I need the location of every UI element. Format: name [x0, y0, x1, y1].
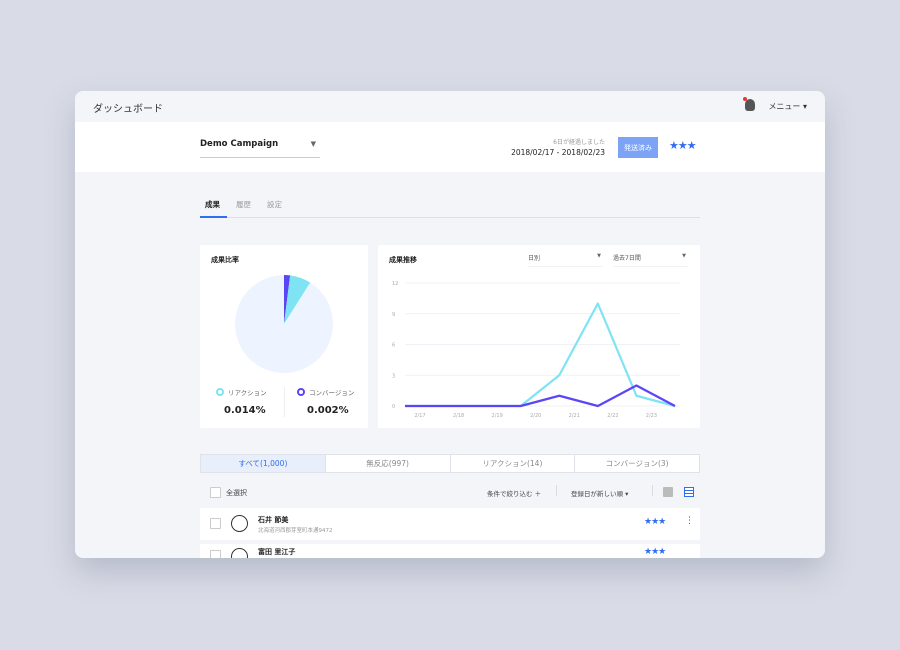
pie-slice-0	[284, 275, 291, 324]
menu-dropdown[interactable]: メニュー ▾	[768, 102, 807, 111]
y-tick-label: 9	[392, 312, 395, 318]
rating-stars: ★★★	[644, 517, 666, 527]
reaction-value: 0.014%	[224, 405, 266, 416]
select-all-checkbox[interactable]	[210, 487, 221, 498]
pie-slice-2	[235, 275, 333, 373]
notification-bell-icon[interactable]	[743, 97, 755, 111]
campaign-band: Demo Campaign ▼ 6日が経過しました 2018/02/17 - 20…	[75, 122, 825, 172]
interval-select[interactable]: 日別 ▼	[528, 253, 603, 267]
card-view-icon[interactable]	[663, 487, 673, 497]
filter-tab-no-response[interactable]: 無反応(997)	[326, 455, 451, 472]
divider	[652, 485, 653, 496]
status-button[interactable]: 発送済み	[618, 137, 658, 158]
y-tick-label: 12	[392, 281, 398, 287]
app-window: ダッシュボード メニュー ▾ Demo Campaign ▼ 6日が経過しました …	[75, 91, 825, 558]
x-tick-label: 2/18	[453, 413, 464, 419]
y-tick-label: 0	[392, 404, 395, 410]
pie-chart	[235, 275, 333, 373]
list-item[interactable]: 石井 節美 北海道河西郡芽室町本通9472 ★★★ ⋮	[200, 508, 700, 540]
y-tick-label: 6	[392, 343, 395, 349]
tab-settings[interactable]: 設定	[267, 200, 282, 209]
series-line-1	[405, 384, 676, 408]
x-tick-label: 2/23	[646, 413, 657, 419]
ratio-card: 成果比率 リアクション 0.014% コンバージョン 0.002%	[200, 245, 368, 428]
x-tick-label: 2/19	[492, 413, 503, 419]
y-tick-label: 3	[392, 373, 395, 379]
x-tick-label: 2/21	[569, 413, 580, 419]
x-tick-label: 2/22	[607, 413, 618, 419]
card-title: 成果比率	[211, 256, 239, 264]
rating-stars: ★★★	[644, 547, 666, 557]
page-title: ダッシュボード	[93, 104, 163, 115]
rating-stars: ★★★	[669, 139, 697, 152]
row-checkbox[interactable]	[210, 518, 221, 529]
avatar	[231, 515, 248, 532]
filter-tabs: すべて(1,000) 無反応(997) リアクション(14) コンバージョン(3…	[200, 454, 700, 473]
row-checkbox[interactable]	[210, 550, 221, 558]
chevron-down-icon: ▼	[682, 253, 686, 259]
avatar	[231, 548, 248, 558]
tab-results[interactable]: 成果	[205, 200, 220, 209]
legend-reaction: リアクション	[216, 387, 267, 397]
tab-history[interactable]: 履歴	[236, 200, 251, 209]
select-all-label: 全選択	[226, 489, 247, 497]
filter-button[interactable]: 条件で絞り込む ＋	[487, 490, 542, 498]
trend-card: 成果推移 日別 ▼ 過去7日間 ▼ 0 3 6 9 12 2/17 2/18 2/19 2/20 2/…	[378, 245, 700, 428]
filter-tab-reaction[interactable]: リアクション(14)	[451, 455, 576, 472]
x-tick-label: 2/20	[530, 413, 541, 419]
line-chart: 0 3 6 9 12 2/17 2/18 2/19 2/20 2/21 2/22 2/23	[392, 281, 680, 419]
filter-tab-all[interactable]: すべて(1,000)	[201, 455, 326, 472]
elapsed-text: 6日が経過しました	[553, 139, 605, 146]
more-options-icon[interactable]: ⋮	[685, 516, 694, 526]
legend-divider	[284, 387, 285, 417]
pie-slice-1	[284, 275, 311, 324]
period-select[interactable]: 過去7日間 ▼	[613, 253, 688, 267]
x-tick-label: 2/17	[414, 413, 425, 419]
divider	[556, 485, 557, 496]
contact-address: 北海道河西郡芽室町本通9472	[258, 528, 333, 534]
sort-select[interactable]: 登録日が新しい順 ▾	[571, 490, 629, 498]
date-range: 2018/02/17 - 2018/02/23	[511, 148, 605, 157]
list-item[interactable]: 富田 里江子 ★★★	[200, 544, 700, 558]
legend-conversion: コンバージョン	[297, 387, 354, 397]
contact-name: 石井 節美	[258, 516, 289, 524]
campaign-select[interactable]: Demo Campaign ▼	[200, 139, 320, 158]
conversion-value: 0.002%	[307, 405, 349, 416]
filter-tab-conversion[interactable]: コンバージョン(3)	[605, 459, 669, 468]
tab-divider	[200, 217, 700, 218]
reaction-circle-icon	[216, 388, 224, 396]
conversion-circle-icon	[297, 388, 305, 396]
contact-name: 富田 里江子	[258, 548, 296, 556]
series-line-0	[405, 302, 676, 408]
card-title: 成果推移	[389, 256, 417, 264]
chevron-down-icon: ▼	[310, 140, 316, 148]
chevron-down-icon: ▼	[597, 253, 601, 259]
tab-indicator	[200, 216, 227, 218]
list-view-icon[interactable]	[684, 487, 694, 497]
